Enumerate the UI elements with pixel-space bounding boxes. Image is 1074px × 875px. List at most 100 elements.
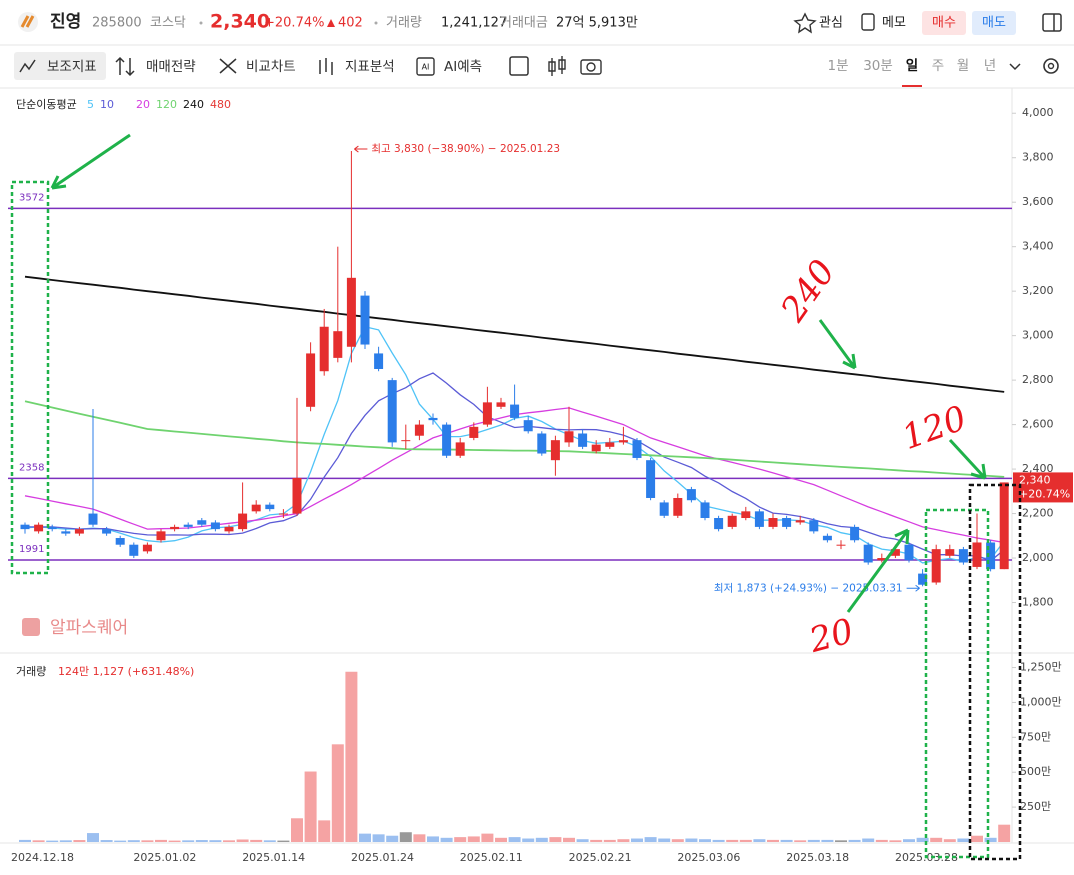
volume-bar <box>59 840 72 842</box>
tool-button[interactable]: 비교차트 <box>246 59 296 75</box>
volume-bar <box>903 839 915 842</box>
volume-bar <box>359 833 371 842</box>
buy-button[interactable]: 매수 <box>922 11 966 35</box>
y-tick-label: 2,800 <box>1022 373 1054 386</box>
y-tick-label: 500만 <box>1020 765 1051 778</box>
green-arrow <box>948 438 987 480</box>
candle-body <box>918 573 928 585</box>
candle-body <box>170 526 180 530</box>
buy-bg <box>922 11 966 35</box>
y-tick-label: 3,600 <box>1022 195 1054 208</box>
candle-body <box>20 524 30 530</box>
handwritten-label: 240 <box>773 253 844 330</box>
candle-body <box>632 440 642 458</box>
tool-button[interactable]: 매매전략 <box>146 59 196 75</box>
volume-bar <box>46 840 59 842</box>
chevron[interactable] <box>1009 63 1021 71</box>
candle-body <box>265 504 275 510</box>
tool-icon <box>219 58 237 74</box>
tool-icon <box>319 58 333 75</box>
volume-bar <box>182 840 195 842</box>
volume-bar <box>522 838 535 842</box>
level-label: 3572 <box>19 192 44 203</box>
legend-entry: 5 <box>87 98 94 111</box>
volume-bar <box>223 840 235 842</box>
handwritten-label: 120 <box>897 398 972 458</box>
last-change: +20.74% <box>1019 487 1070 500</box>
y-tick-label: 750만 <box>1020 730 1051 743</box>
candle-body <box>986 542 996 570</box>
candle-body <box>34 524 44 532</box>
candle-body <box>442 424 452 456</box>
black-dotted-box <box>968 483 1022 861</box>
watch-button[interactable]: 관심 <box>793 12 843 34</box>
settings-hub <box>1047 62 1055 70</box>
volume-bar <box>277 840 290 842</box>
volume-bar <box>875 839 888 842</box>
volume-bar <box>685 838 698 842</box>
square-icon[interactable] <box>509 56 529 76</box>
candle-body <box>714 518 724 530</box>
tool-button[interactable]: 보조지표 <box>47 59 97 75</box>
candle-body <box>306 353 316 407</box>
watermark: 알파스퀘어 <box>50 618 128 638</box>
period-button[interactable]: 일 <box>906 58 918 74</box>
green-arrow <box>818 319 857 370</box>
buy-text: 매수 <box>932 16 956 31</box>
volume-bar <box>563 837 575 842</box>
ai-icon-text: AI <box>422 63 430 72</box>
dot <box>374 21 378 25</box>
candle-body <box>115 538 125 545</box>
volume-bar <box>984 837 997 842</box>
candle-body <box>686 489 696 501</box>
legend-entry: 120 <box>156 98 177 111</box>
candle-body <box>863 544 873 563</box>
panel-icon[interactable] <box>1042 13 1062 32</box>
volume-bar <box>168 840 181 842</box>
green-arrow <box>846 528 910 613</box>
period-button[interactable]: 주 <box>932 58 944 74</box>
volume-bar <box>767 839 779 842</box>
candle-body <box>387 380 397 443</box>
volume-bar <box>195 840 208 842</box>
candle-body <box>822 535 832 541</box>
candle-body <box>333 331 343 358</box>
candle-body <box>782 518 792 527</box>
memo-button[interactable]: 메모 <box>861 13 906 31</box>
volume-bar <box>263 840 276 842</box>
tool-button[interactable]: 지표분석 <box>345 59 395 75</box>
y-tick-label: 3,400 <box>1022 240 1054 253</box>
candle-body <box>88 513 98 525</box>
volume-bar <box>508 837 521 842</box>
logo-mark <box>20 15 35 28</box>
volume-bar <box>495 837 507 842</box>
logo <box>18 12 38 32</box>
candle-body <box>591 444 601 452</box>
stock-name: 진영 <box>50 12 81 32</box>
volume-bar <box>291 818 303 842</box>
settings-icon[interactable] <box>1043 58 1059 74</box>
tool-button[interactable]: AI예측 <box>444 59 482 75</box>
period-button[interactable]: 월 <box>957 58 969 74</box>
candle-body <box>61 531 71 534</box>
green-dotted-box <box>924 508 990 859</box>
volume-bar <box>250 839 263 842</box>
volume-bar <box>617 839 630 842</box>
x-tick-label: 2025.01.14 <box>242 851 305 864</box>
candle-body <box>537 433 547 454</box>
camera-icon[interactable] <box>580 59 602 75</box>
candle-body <box>428 417 438 421</box>
sell-button[interactable]: 매도 <box>972 11 1016 35</box>
volume-bar <box>100 840 113 842</box>
candle-body <box>972 542 982 567</box>
amount-label: 거래대금 <box>500 16 548 31</box>
candle-body <box>482 402 492 425</box>
volume-bar <box>399 832 412 842</box>
period-button[interactable]: 30분 <box>863 58 893 74</box>
candle-body <box>469 426 479 438</box>
volume: 1,241,127 <box>441 16 507 31</box>
volume-bar <box>712 839 725 842</box>
period-button[interactable]: 년 <box>984 58 996 74</box>
candle-icon[interactable] <box>548 56 566 76</box>
period-button[interactable]: 1분 <box>827 58 848 74</box>
